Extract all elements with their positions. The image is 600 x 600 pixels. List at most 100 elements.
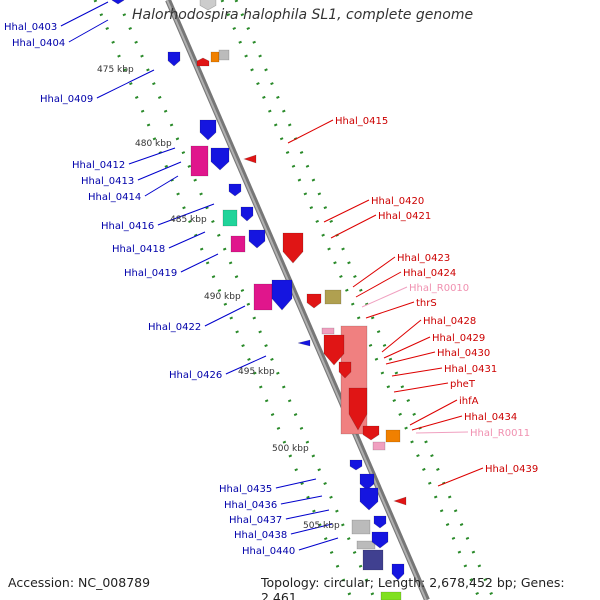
gene-feature-26 <box>362 425 380 441</box>
right-gene-label-8: Hhal_0429 <box>432 333 485 344</box>
gene-feature-29 <box>349 459 363 471</box>
gene-feature-27 <box>385 429 401 443</box>
left-connector-2 <box>96 69 155 99</box>
accession-text: Accession: NC_008789 <box>8 575 151 590</box>
kbp-label-3: 490 kbp <box>204 292 241 302</box>
gene-feature-6 <box>199 119 217 141</box>
right-gene-label-7: Hhal_0428 <box>423 316 476 327</box>
right-connector-6 <box>365 301 415 319</box>
kbp-label-1: 480 kbp <box>135 139 172 149</box>
topology-text: Topology: circular; Length: 2,678,452 bp… <box>261 575 565 600</box>
gene-feature-34 <box>373 515 387 529</box>
right-connector-8 <box>383 336 431 359</box>
right-gene-label-3: Hhal_0423 <box>397 253 450 264</box>
gene-feature-0 <box>111 0 125 5</box>
left-gene-label-2: Hhal_0409 <box>40 94 93 105</box>
left-gene-label-0: Hhal_0403 <box>4 22 57 33</box>
left-connector-0 <box>60 1 109 27</box>
left-connector-1 <box>68 19 109 43</box>
right-connector-14 <box>415 431 469 434</box>
kbp-label-4: 495 kbp <box>238 367 275 377</box>
left-gene-label-7: Hhal_0418 <box>112 244 165 255</box>
left-connector-15 <box>298 537 339 551</box>
left-gene-label-1: Hhal_0404 <box>12 38 65 49</box>
left-connector-5 <box>144 175 179 197</box>
gene-feature-32 <box>359 487 379 511</box>
left-connector-14 <box>290 523 333 535</box>
right-connector-12 <box>409 399 458 426</box>
gene-feature-39 <box>380 591 402 600</box>
gene-feature-36 <box>362 549 384 571</box>
gene-feature-33 <box>351 519 371 535</box>
right-gene-label-0: Hhal_0415 <box>335 116 388 127</box>
right-gene-label-11: pheT <box>450 379 476 390</box>
gene-feature-15 <box>282 232 304 264</box>
left-connector-10 <box>225 355 267 375</box>
right-gene-label-14: Hhal_R0011 <box>470 428 530 439</box>
left-gene-label-5: Hhal_0414 <box>88 192 141 203</box>
gene-feature-7 <box>190 145 209 177</box>
right-gene-label-5: Hhal_R0010 <box>409 283 469 294</box>
left-gene-label-14: Hhal_0438 <box>234 530 287 541</box>
kbp-label-0: 475 kbp <box>97 65 134 75</box>
left-gene-label-9: Hhal_0422 <box>148 322 201 333</box>
gene-feature-17 <box>271 279 293 311</box>
gene-feature-25 <box>348 387 368 431</box>
right-gene-label-12: ihfA <box>459 396 479 407</box>
gene-feature-23 <box>323 334 345 366</box>
left-connector-6 <box>157 203 215 226</box>
right-gene-label-4: Hhal_0424 <box>403 268 456 279</box>
kbp-label-2: 485 kbp <box>170 215 207 225</box>
left-gene-label-10: Hhal_0426 <box>169 370 222 381</box>
gene-feature-1 <box>199 0 217 11</box>
gene-feature-2 <box>167 51 181 67</box>
map-title: Halorhodospira halophila SL1, complete g… <box>132 7 474 23</box>
left-gene-label-8: Hhal_0419 <box>124 268 177 279</box>
right-connector-3 <box>352 256 396 288</box>
left-connector-9 <box>204 305 246 327</box>
gene-feature-4 <box>210 51 220 63</box>
left-connector-13 <box>285 509 330 520</box>
left-gene-label-13: Hhal_0437 <box>229 515 282 526</box>
gene-feature-10 <box>228 183 242 197</box>
genome-backbone-highlight <box>166 0 427 600</box>
gene-feature-8 <box>210 147 230 171</box>
right-gene-label-2: Hhal_0421 <box>378 211 431 222</box>
gene-feature-24 <box>338 361 352 379</box>
right-connector-5 <box>361 286 408 308</box>
gene-feature-12 <box>240 206 254 222</box>
gene-feature-18 <box>297 339 311 347</box>
right-connector-2 <box>330 214 377 239</box>
right-connector-13 <box>411 415 463 431</box>
right-gene-label-13: Hhal_0434 <box>464 412 517 423</box>
left-gene-label-6: Hhal_0416 <box>101 221 154 232</box>
right-gene-label-10: Hhal_0431 <box>444 364 497 375</box>
left-connector-7 <box>168 231 206 249</box>
right-connector-11 <box>393 382 449 393</box>
right-connector-9 <box>385 351 436 365</box>
right-connector-4 <box>355 271 402 298</box>
gene-feature-20 <box>324 289 342 305</box>
left-connector-4 <box>137 161 182 181</box>
left-gene-label-11: Hhal_0435 <box>219 484 272 495</box>
gene-feature-19 <box>306 293 322 309</box>
gene-feature-13 <box>230 235 246 253</box>
gene-feature-16 <box>253 283 273 311</box>
gene-feature-37 <box>371 531 389 549</box>
gene-feature-3 <box>196 57 210 67</box>
right-connector-15 <box>437 467 484 487</box>
left-gene-label-15: Hhal_0440 <box>242 546 295 557</box>
gene-feature-31 <box>359 473 375 491</box>
right-gene-label-6: thrS <box>416 298 437 309</box>
right-gene-label-15: Hhal_0439 <box>485 464 538 475</box>
gene-feature-9 <box>243 154 257 164</box>
gene-feature-28 <box>372 441 386 451</box>
gene-feature-5 <box>218 49 230 61</box>
left-connector-12 <box>280 495 323 505</box>
right-connector-7 <box>381 319 422 353</box>
left-connector-11 <box>275 478 317 489</box>
right-gene-label-1: Hhal_0420 <box>371 196 424 207</box>
gene-feature-30 <box>393 496 407 506</box>
